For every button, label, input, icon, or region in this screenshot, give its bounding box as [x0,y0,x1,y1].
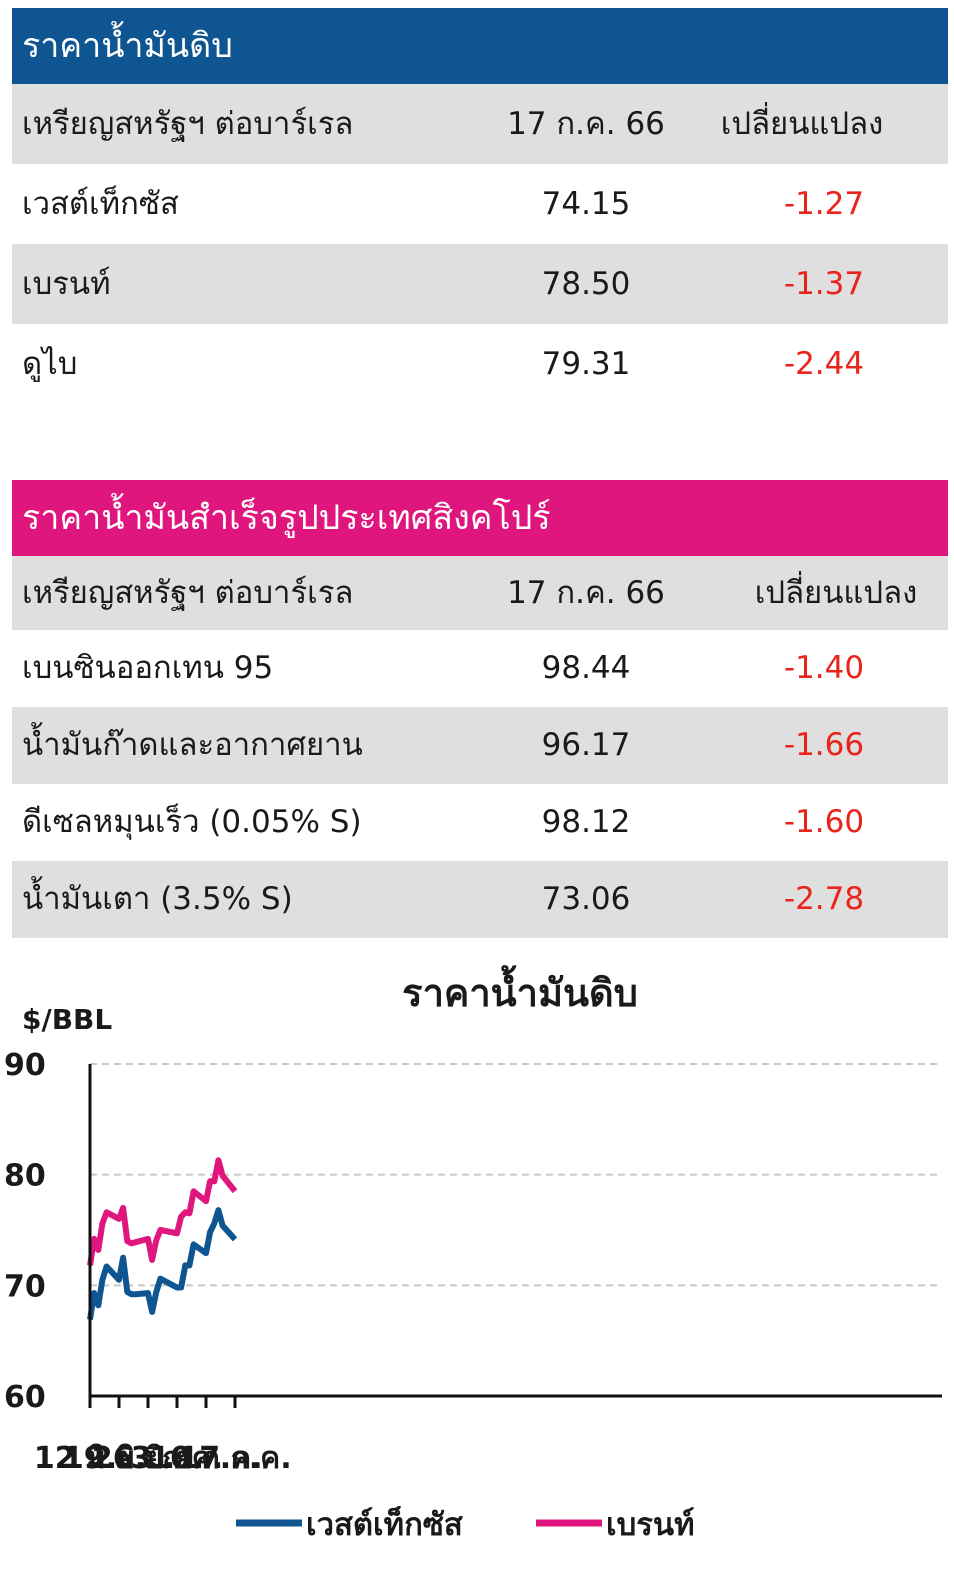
row-change: -2.78 [783,881,865,917]
row-name: น้ำมันก๊าดและอากาศยาน [22,727,363,763]
row-name: น้ำมันเตา (3.5% S) [22,881,293,917]
header-unit: เหรียญสหรัฐฯ ต่อบาร์เรล [22,106,354,142]
product-oil-table: ราคาน้ำมันสำเร็จรูปประเทศสิงคโปร์ เหรียญ… [12,480,948,938]
row-price: 73.06 [541,881,631,917]
row-name: เวสต์เท็กซัส [22,186,179,222]
x-tick-label: 12 มิ.ย. [34,1441,146,1476]
chart-axes [88,1064,942,1398]
row-change: -1.40 [783,650,865,686]
table-row: น้ำมันก๊าดและอากาศยาน 96.17 -1.66 [12,707,948,784]
x-tick-label: 10 ก.ค. [149,1441,262,1476]
row-price: 96.17 [541,727,631,763]
row-price: 98.44 [541,650,631,686]
row-change: -1.37 [783,266,865,302]
header-date: 17 ก.ค. 66 [507,106,665,142]
x-tick-label: 26 มิ.ย. [92,1441,204,1476]
row-price: 98.12 [541,804,631,840]
row-change: -1.60 [783,804,865,840]
y-axis-ticks: 60 70 80 90 [4,1048,46,1415]
table-row: เบรนท์ 78.50 -1.37 [12,244,948,324]
chart-title: ราคาน้ำมันดิบ [402,965,638,1015]
row-name: เบนซินออกเทน 95 [22,650,274,686]
table-row: ดีเซลหมุนเร็ว (0.05% S) 98.12 -1.60 [12,784,948,861]
series-line-brent [87,1157,238,1266]
crude-table-header: เหรียญสหรัฐฯ ต่อบาร์เรล 17 ก.ค. 66 เปลี่… [12,84,948,164]
y-axis-unit: $/BBL [22,1003,112,1036]
legend-label-brent: เบรนท์ [606,1507,695,1543]
header-unit: เหรียญสหรัฐฯ ต่อบาร์เรล [22,575,354,611]
chart-grid [90,1063,942,1287]
row-price: 78.50 [541,266,631,302]
row-change: -2.44 [783,346,865,382]
table-row: เบนซินออกเทน 95 98.44 -1.40 [12,630,948,707]
header-change: เปลี่ยนแปลง [720,106,884,142]
legend-label-wti: เวสต์เท็กซัส [306,1505,463,1543]
x-tick-label: 3 ก.ค. [131,1441,223,1476]
chart-legend: เวสต์เท็กซัส เบรนท์ [236,1505,695,1543]
chart-series [87,1157,238,1321]
header-change: เปลี่ยนแปลง [754,575,918,611]
x-tick-label: 19 มิ.ย. [63,1441,175,1476]
row-name: เบรนท์ [22,266,111,302]
y-tick-label: 70 [4,1269,46,1304]
table-row: เวสต์เท็กซัส 74.15 -1.27 [12,164,948,244]
x-tick-label: 17 ก.ค. [178,1441,291,1476]
crude-price-chart: ราคาน้ำมันดิบ $/BBL 60 70 80 90 12 มิ.ย.19 … [4,965,942,1543]
row-change: -1.66 [783,727,865,763]
table-row: ดูไบ 79.31 -2.44 [12,324,948,404]
crude-oil-table: ราคาน้ำมันดิบ เหรียญสหรัฐฯ ต่อบาร์เรล 17… [12,8,948,404]
row-name: ดูไบ [22,346,78,382]
row-change: -1.27 [783,186,865,222]
y-tick-label: 60 [4,1380,46,1415]
y-tick-label: 90 [4,1048,46,1083]
header-date: 17 ก.ค. 66 [507,575,665,611]
row-price: 74.15 [541,186,631,222]
x-axis-ticks: 12 มิ.ย.19 มิ.ย.26 มิ.ย.3 ก.ค.10 ก.ค.17 … [34,1396,292,1476]
row-price: 79.31 [541,346,631,382]
product-table-title: ราคาน้ำมันสำเร็จรูปประเทศสิงคโปร์ [12,480,948,556]
y-tick-label: 80 [4,1159,46,1194]
table-row: น้ำมันเตา (3.5% S) 73.06 -2.78 [12,861,948,938]
crude-table-title: ราคาน้ำมันดิบ [12,8,948,84]
row-name: ดีเซลหมุนเร็ว (0.05% S) [22,804,362,840]
product-table-header: เหรียญสหรัฐฯ ต่อบาร์เรล 17 ก.ค. 66 เปลี่… [12,556,948,630]
series-line-wti [87,1207,238,1321]
